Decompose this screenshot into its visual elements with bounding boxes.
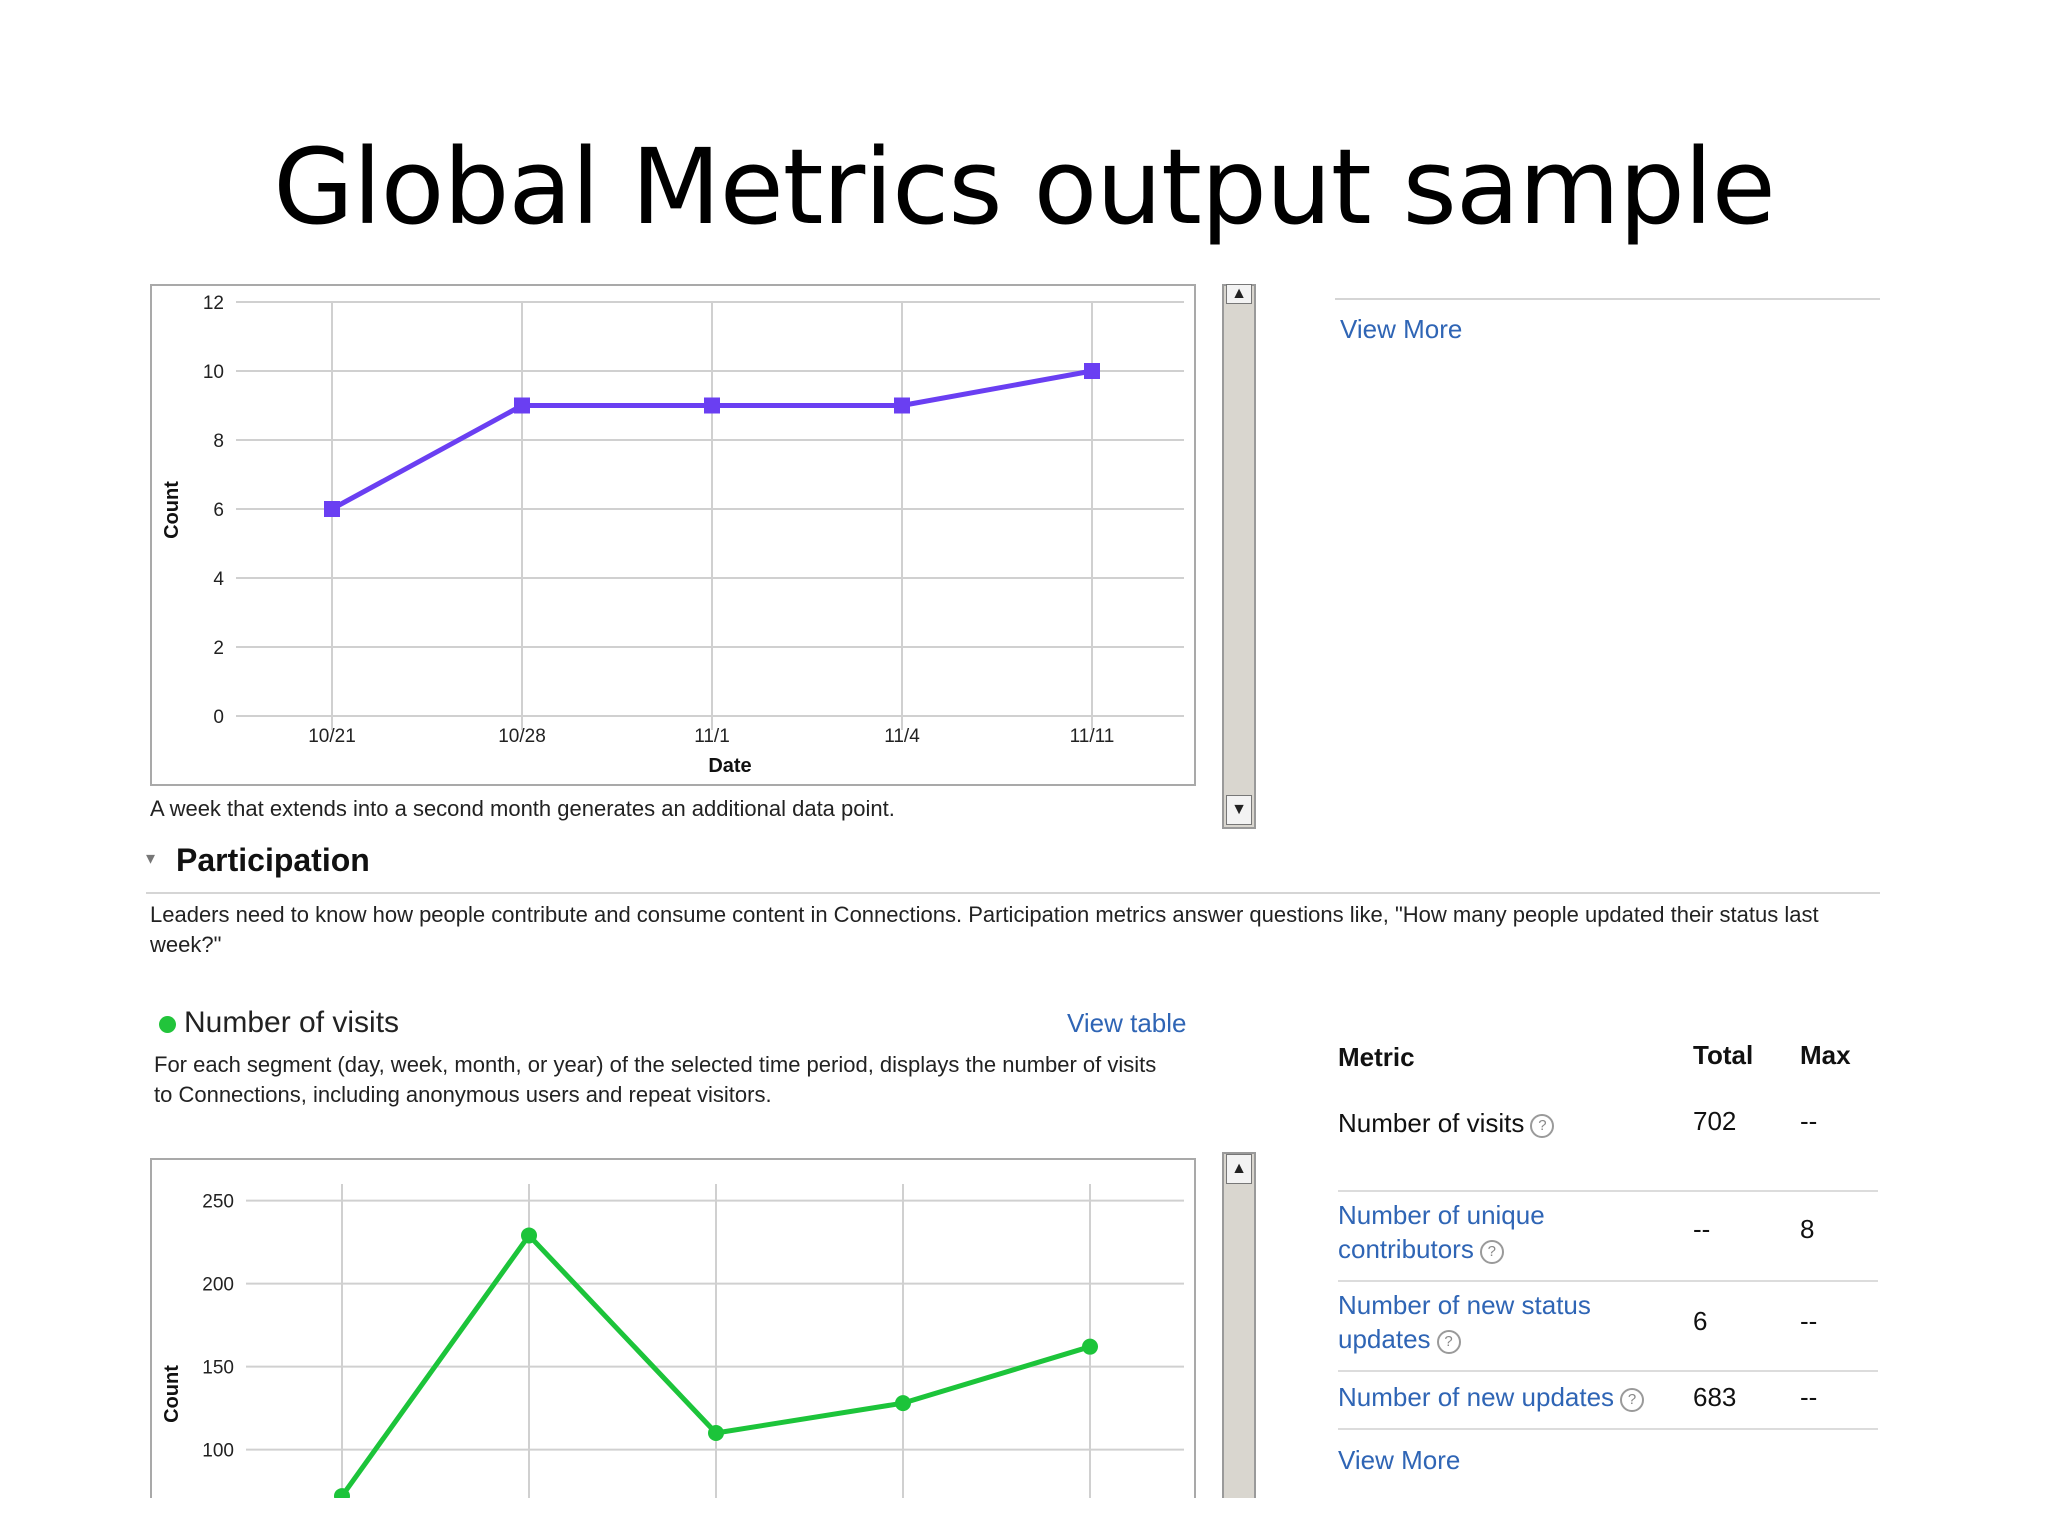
chart-scrollbar-bottom[interactable]: ▲ (1222, 1152, 1256, 1498)
chart-scrollbar-top[interactable]: ▲ ▼ (1222, 284, 1256, 829)
y-tick-label: 6 (213, 500, 224, 521)
x-tick-label: 10/28 (498, 726, 546, 747)
visits-section-title: Number of visits (184, 1006, 400, 1039)
metric-link[interactable]: Number of new status updates? (1338, 1290, 1591, 1354)
metric-total: -- (1693, 1214, 1711, 1244)
y-tick-label: 200 (202, 1275, 234, 1296)
help-icon[interactable]: ? (1436, 1330, 1461, 1354)
x-tick-label: 11/1 (694, 726, 730, 747)
data-point-marker (521, 1227, 537, 1244)
data-point-marker (514, 397, 530, 414)
scroll-down-icon[interactable]: ▼ (1226, 795, 1252, 825)
view-table-link[interactable]: View table (1067, 1008, 1187, 1038)
participation-heading[interactable]: Participation (176, 842, 370, 878)
metric-total: 683 (1693, 1382, 1737, 1412)
data-point-marker (1082, 1338, 1098, 1355)
table-row: Number of new updates? 683 -- (1338, 1370, 1878, 1430)
count-chart-panel: 0 2 4 6 8 10 12 10/21 10/28 11/1 11/4 11/11 Date Coun… (150, 284, 1196, 786)
x-axis-label: Date (708, 755, 751, 777)
x-tick-label: 11/4 (884, 726, 920, 747)
scroll-up-icon[interactable]: ▲ (1226, 284, 1252, 304)
help-icon[interactable]: ? (1530, 1114, 1555, 1138)
y-tick-label: 12 (203, 293, 224, 314)
header-total: Total (1693, 1040, 1754, 1070)
y-axis-label: Count (161, 1365, 183, 1423)
header-max: Max (1800, 1040, 1851, 1070)
metric-total: 6 (1693, 1306, 1708, 1336)
data-point-marker (895, 1395, 911, 1412)
metric-name: Number of visits? (1338, 1106, 1658, 1140)
data-point-marker (1084, 363, 1100, 379)
x-tick-label: 10/21 (308, 726, 356, 747)
y-axis-label: Count (161, 481, 183, 539)
y-tick-label: 4 (213, 569, 224, 590)
visits-count-chart: 100 150 200 250 Count (161, 1184, 1184, 1505)
metric-max: 8 (1800, 1214, 1815, 1244)
data-point-marker (894, 397, 910, 414)
table-row: Number of visits? 702 -- (1338, 1100, 1878, 1192)
y-tick-label: 100 (202, 1441, 234, 1462)
metric-max: -- (1800, 1382, 1818, 1412)
view-more-link-bottom[interactable]: View More (1338, 1445, 1461, 1475)
status-dot-icon (159, 1016, 176, 1033)
metric-total: 702 (1693, 1106, 1737, 1136)
slide-title: Global Metrics output sample (273, 126, 1776, 248)
data-point-marker (708, 1425, 724, 1441)
participation-collapse-icon[interactable]: ▾ (146, 848, 156, 868)
metric-link[interactable]: Number of new updates? (1338, 1380, 1678, 1414)
scroll-up-icon[interactable]: ▲ (1226, 1154, 1252, 1184)
header-metric: Metric (1338, 1042, 1415, 1072)
table-row: Number of unique contributors? -- 8 (1338, 1190, 1878, 1282)
x-tick-label: 11/11 (1070, 726, 1115, 747)
top-right-divider (1335, 298, 1880, 300)
visits-section-description: For each segment (day, week, month, or y… (154, 1052, 1157, 1107)
y-tick-label: 2 (213, 638, 224, 659)
y-tick-label: 0 (213, 707, 224, 728)
count-by-date-chart: 0 2 4 6 8 10 12 10/21 10/28 11/1 11/4 11/11 Date Coun… (161, 293, 1184, 777)
table-row: Number of new status updates? 6 -- (1338, 1280, 1878, 1372)
view-more-link-top[interactable]: View More (1340, 314, 1463, 344)
metric-max: -- (1800, 1306, 1818, 1336)
metrics-table-header: Metric Total Max (1338, 1040, 1878, 1080)
data-point-marker (704, 397, 720, 414)
data-point-marker (324, 501, 340, 517)
y-tick-label: 150 (202, 1358, 234, 1379)
help-icon[interactable]: ? (1620, 1388, 1645, 1412)
participation-description: Leaders need to know how people contribu… (150, 902, 1819, 957)
metric-max: -- (1800, 1106, 1818, 1136)
participation-divider (146, 892, 1880, 894)
metric-link[interactable]: Number of unique contributors? (1338, 1200, 1545, 1264)
y-tick-label: 10 (203, 362, 224, 383)
visits-chart-panel: 100 150 200 250 Count (150, 1158, 1196, 1505)
y-tick-label: 8 (213, 431, 224, 452)
chart-caption: A week that extends into a second month … (150, 796, 895, 821)
help-icon[interactable]: ? (1479, 1240, 1504, 1264)
y-tick-label: 250 (202, 1192, 234, 1213)
